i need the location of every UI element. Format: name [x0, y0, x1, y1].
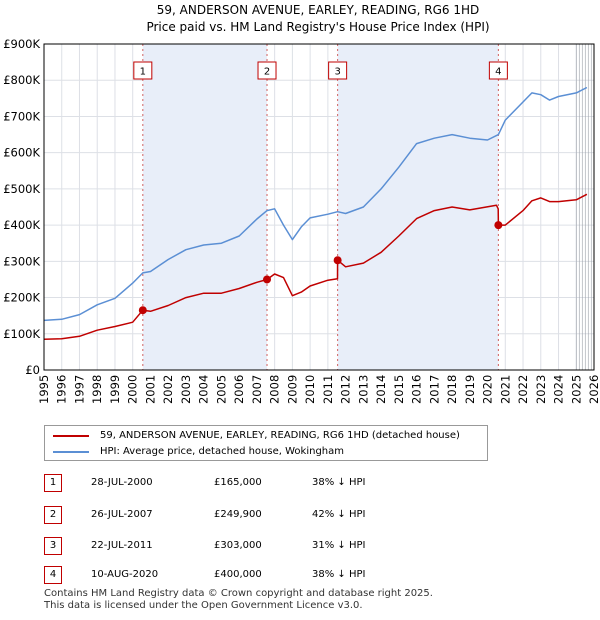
x-tick-label: 1998 — [90, 375, 104, 404]
footer: Contains HM Land Registry data © Crown c… — [44, 588, 433, 612]
x-tick-label: 2022 — [516, 375, 530, 404]
y-tick-label: £100K — [3, 327, 40, 341]
legend-swatch-hpi — [53, 451, 89, 453]
sale-label-number: 1 — [140, 67, 146, 78]
y-tick-label: £0 — [25, 363, 40, 377]
sale-label-box — [328, 61, 348, 80]
sale-label-box — [257, 61, 277, 80]
x-tick-label: 2010 — [303, 375, 317, 404]
x-tick-label: 1997 — [72, 375, 86, 404]
transaction-number-badge: 1 — [44, 474, 62, 492]
y-tick-label: £500K — [3, 182, 40, 196]
x-tick-label: 2024 — [552, 375, 566, 404]
chart-title: 59, ANDERSON AVENUE, EARLEY, READING, RG… — [157, 3, 479, 17]
price-paid-line — [43, 193, 588, 340]
legend-label-hpi: HPI: Average price, detached house, Woki… — [100, 446, 344, 457]
plot-frame — [43, 43, 595, 371]
transaction-number-badge: 2 — [44, 506, 62, 524]
legend-swatch-property — [53, 435, 89, 437]
x-tick-label: 2002 — [161, 375, 175, 404]
y-tick-label: £400K — [3, 218, 40, 232]
transaction-number-badge: 4 — [44, 566, 62, 584]
transaction-price: £303,000 — [214, 540, 262, 551]
x-tick-label: 2020 — [481, 375, 495, 404]
forecast-hatch — [575, 44, 592, 370]
x-tick-label: 2021 — [498, 375, 512, 404]
y-tick-label: £800K — [3, 73, 40, 87]
sale-label-number: 4 — [495, 67, 501, 78]
transaction-row: 1 28-JUL-2000 £165,000 38% ↓ HPI — [44, 474, 584, 492]
sale-point — [494, 221, 503, 230]
y-tick-label: £900K — [3, 37, 40, 51]
transaction-price: £249,900 — [214, 509, 262, 520]
hpi-line — [43, 86, 588, 322]
plot-area — [44, 44, 594, 370]
transaction-hpi-diff: 38% ↓ HPI — [312, 569, 366, 580]
transaction-date: 26-JUL-2007 — [91, 509, 153, 520]
sale-label-box — [133, 61, 153, 80]
transaction-row: 2 26-JUL-2007 £249,900 42% ↓ HPI — [44, 506, 584, 524]
transaction-date: 28-JUL-2000 — [91, 477, 153, 488]
transaction-hpi-diff: 31% ↓ HPI — [312, 540, 366, 551]
x-tick-label: 2004 — [197, 375, 211, 404]
x-tick-label: 2023 — [534, 375, 548, 404]
x-tick-label: 2000 — [126, 375, 140, 404]
x-tick-label: 2025 — [569, 375, 583, 404]
x-tick-label: 2007 — [250, 375, 264, 404]
transaction-number-badge: 3 — [44, 537, 62, 555]
sale-point — [263, 275, 272, 284]
x-tick-label: 2018 — [445, 375, 459, 404]
y-tick-label: £200K — [3, 291, 40, 305]
y-tick-label: £300K — [3, 254, 40, 268]
x-tick-label: 2017 — [427, 375, 441, 404]
legend: 59, ANDERSON AVENUE, EARLEY, READING, RG… — [44, 425, 488, 461]
sale-point — [138, 306, 147, 315]
chart-subtitle: Price paid vs. HM Land Registry's House … — [146, 20, 489, 34]
transaction-price: £165,000 — [214, 477, 262, 488]
sale-point — [333, 256, 342, 265]
transaction-date: 22-JUL-2011 — [91, 540, 153, 551]
x-tick-label: 2019 — [463, 375, 477, 404]
transaction-row: 3 22-JUL-2011 £303,000 31% ↓ HPI — [44, 537, 584, 555]
x-tick-label: 2008 — [268, 375, 282, 404]
x-tick-label: 2003 — [179, 375, 193, 404]
transaction-hpi-diff: 42% ↓ HPI — [312, 509, 366, 520]
x-tick-label: 2006 — [232, 375, 246, 404]
transaction-price: £400,000 — [214, 569, 262, 580]
x-tick-label: 1995 — [37, 375, 51, 404]
x-tick-label: 2013 — [356, 375, 370, 404]
x-tick-label: 2015 — [392, 375, 406, 404]
sale-label-number: 3 — [334, 67, 340, 78]
x-tick-label: 2026 — [587, 375, 600, 404]
legend-label-property: 59, ANDERSON AVENUE, EARLEY, READING, RG… — [100, 430, 460, 441]
x-tick-label: 2011 — [321, 375, 335, 404]
transaction-hpi-diff: 38% ↓ HPI — [312, 477, 366, 488]
x-tick-label: 1999 — [108, 375, 122, 404]
x-tick-label: 2005 — [214, 375, 228, 404]
footer-copyright: Contains HM Land Registry data © Crown c… — [44, 588, 433, 599]
x-tick-label: 1996 — [55, 375, 69, 404]
ownership-shade — [142, 44, 268, 370]
y-tick-label: £600K — [3, 146, 40, 160]
transaction-date: 10-AUG-2020 — [91, 569, 159, 580]
footer-licence: This data is licensed under the Open Gov… — [44, 600, 363, 611]
x-tick-label: 2016 — [410, 375, 424, 404]
x-tick-label: 2012 — [339, 375, 353, 404]
transaction-row: 4 10-AUG-2020 £400,000 38% ↓ HPI — [44, 566, 584, 584]
sale-label-box — [488, 61, 508, 80]
x-tick-label: 2001 — [143, 375, 157, 404]
x-tick-label: 2014 — [374, 375, 388, 404]
x-tick-label: 2009 — [285, 375, 299, 404]
sale-label-number: 2 — [264, 67, 270, 78]
y-tick-label: £700K — [3, 109, 40, 123]
price-chart: 59, ANDERSON AVENUE, EARLEY, READING, RG… — [3, 3, 600, 404]
